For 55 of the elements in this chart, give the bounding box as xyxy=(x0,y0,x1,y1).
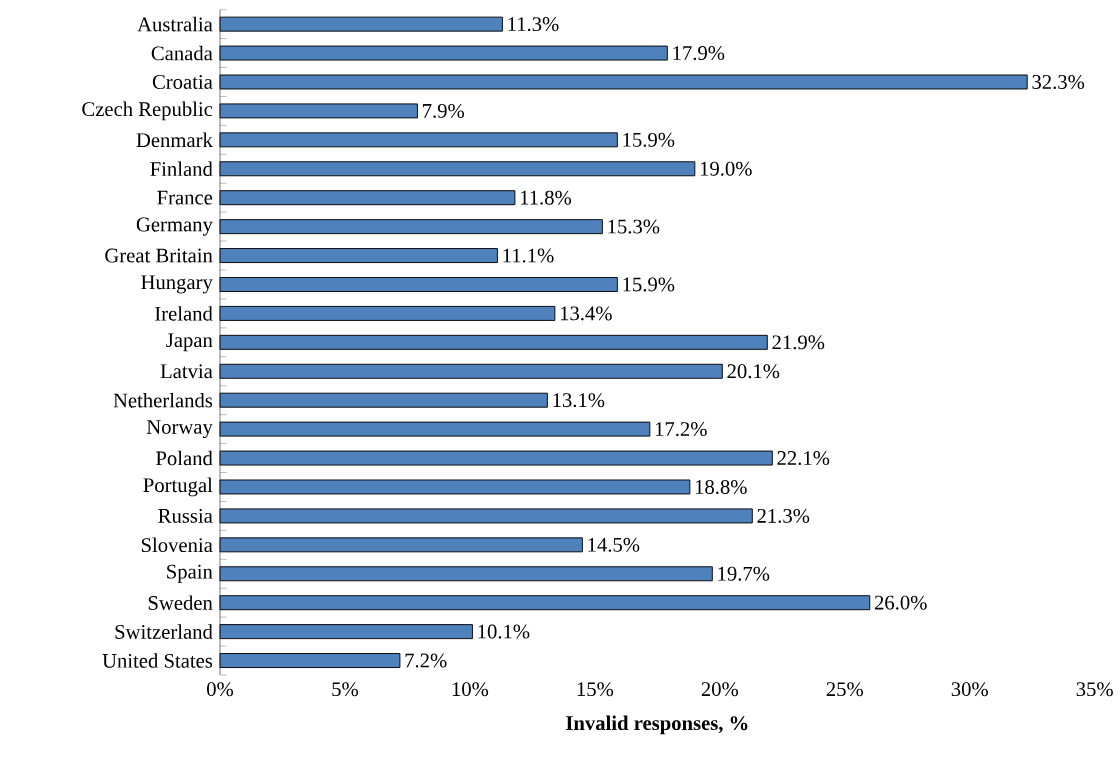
y-tick-label: Netherlands xyxy=(113,392,213,408)
data-label: 17.2% xyxy=(655,422,707,437)
y-tick-label: Czech Republic xyxy=(82,101,213,121)
x-tick-label: 0% xyxy=(207,682,234,697)
y-tick-label: Germany xyxy=(136,217,213,236)
x-tick-label: 10% xyxy=(452,682,489,697)
data-label: 15.3% xyxy=(608,219,660,234)
data-label: 7.9% xyxy=(423,103,465,118)
data-label: 18.8% xyxy=(695,479,747,494)
data-label: 14.5% xyxy=(588,537,640,552)
y-tick-label: Portugal xyxy=(143,477,213,497)
y-tick-label: Finland xyxy=(150,161,213,177)
x-tick-label: 20% xyxy=(701,682,739,697)
y-tick-label: Croatia xyxy=(152,75,213,89)
data-label: 15.9% xyxy=(623,277,675,292)
data-label: 15.9% xyxy=(623,132,675,147)
x-tick-label: 15% xyxy=(577,682,614,697)
y-tick-label: Russia xyxy=(158,508,213,523)
y-tick-label: Norway xyxy=(146,420,213,439)
data-label: 11.1% xyxy=(503,248,554,263)
data-label: 19.0% xyxy=(700,161,752,176)
x-tick-label: 25% xyxy=(826,682,863,697)
data-label: 19.7% xyxy=(718,566,770,581)
data-label: 13.4% xyxy=(560,306,612,321)
y-tick-label: Ireland xyxy=(155,306,213,321)
y-tick-label: Great Britain xyxy=(105,248,213,263)
y-tick-label: Japan xyxy=(166,333,213,352)
y-tick-label: Slovenia xyxy=(141,537,213,553)
y-tick-label: United States xyxy=(102,653,213,668)
y-tick-label: Denmark xyxy=(136,132,213,148)
x-tick-label: 35% xyxy=(1076,682,1113,697)
data-label: 22.1% xyxy=(777,451,830,466)
data-label: 7.2% xyxy=(405,653,447,668)
data-label: 11.8% xyxy=(520,190,572,205)
data-label: 13.1% xyxy=(553,393,605,408)
y-tick-label: Switzerland xyxy=(115,624,213,639)
data-label: 21.9% xyxy=(772,335,825,350)
data-label: 26.0% xyxy=(874,595,927,610)
x-axis-title: Invalid responses, % xyxy=(566,715,748,735)
y-tick-label: Hungary xyxy=(141,275,213,294)
data-label: 20.1% xyxy=(727,364,780,379)
data-label: 10.1% xyxy=(478,624,530,639)
x-tick-label: 5% xyxy=(332,682,359,697)
y-tick-label: Australia xyxy=(137,16,213,32)
y-tick-label: Latvia xyxy=(160,364,213,379)
data-label: 21.3% xyxy=(757,508,810,523)
y-tick-label: Spain xyxy=(167,564,213,583)
data-label: 32.3% xyxy=(1032,74,1085,90)
data-label: 17.9% xyxy=(673,46,725,61)
x-tick-label: 30% xyxy=(951,682,988,697)
y-tick-label: France xyxy=(157,190,213,205)
y-tick-label: Sweden xyxy=(148,595,213,610)
data-label: 11.3% xyxy=(508,17,559,32)
y-tick-label: Poland xyxy=(156,450,213,466)
y-tick-label: Canada xyxy=(151,45,213,61)
